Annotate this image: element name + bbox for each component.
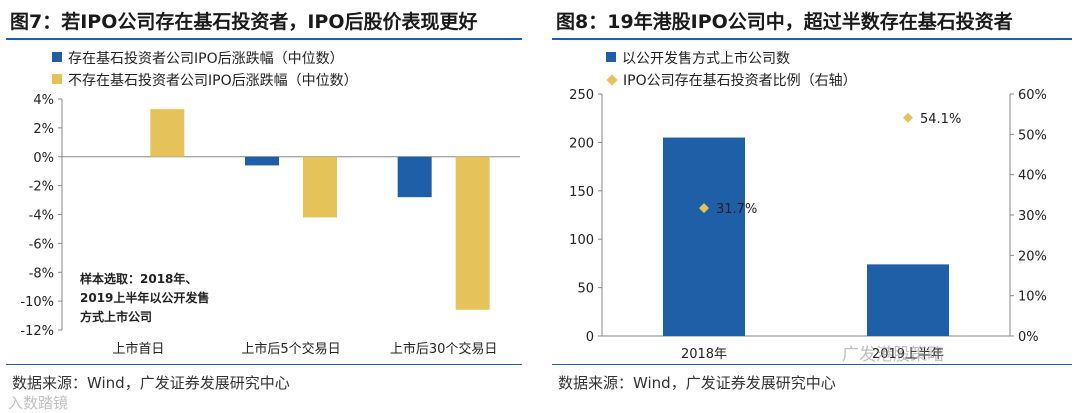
left-legend-label-2: 不存在基石投资者公司IPO后涨跌幅（中位数）: [68, 73, 358, 89]
legend-swatch-blue: [606, 52, 616, 62]
right-source: 数据来源：Wind，广发证券发展研究中心: [558, 374, 836, 392]
left-y-tick-label: -8%: [29, 266, 54, 281]
left-x-tick-label: 上市后30个交易日: [390, 341, 498, 357]
left-y-tick-label: -10%: [20, 295, 54, 310]
right-title-bar: 图8：19年港股IPO公司中，超过半数存在基石投资者: [552, 4, 1072, 40]
right-bar-chart: 250 200 150 100 50 0 60% 50% 40% 30% 20% 10% 0% 2018年…: [569, 88, 1047, 362]
right-ratio-label: 54.1%: [920, 112, 961, 127]
left-y-tick-label: -12%: [20, 324, 54, 339]
left-legend-item-1: 存在基石投资者公司IPO后涨跌幅（中位数）: [52, 48, 344, 68]
right-legend-label-1: 以公开发售方式上市公司数: [622, 51, 790, 67]
right-y2-tick-label: 50%: [1018, 128, 1047, 143]
sample-note: 样本选取：2018年、2019上半年以公开发售方式上市公司: [80, 272, 210, 324]
right-ratio-point: [699, 203, 709, 214]
left-bar-chart: 4% 2% 0% -2% -4% -6% -8% -10% -12% 上市首日 上市后5个交易日 上市…: [20, 93, 520, 357]
left-legend-label-1: 存在基石投资者公司IPO后涨跌幅（中位数）: [68, 51, 344, 67]
right-y2-tick-label: 30%: [1018, 209, 1047, 224]
right-bar-ipo-count: [663, 137, 745, 336]
left-y-tick-label: -6%: [29, 237, 54, 252]
right-y-tick-label: 150: [569, 185, 594, 200]
left-bar-without-cornerstone: [303, 156, 337, 218]
right-bottom-rule: [552, 364, 1072, 365]
right-x-tick-label: 2018年: [681, 347, 727, 362]
right-y2-tick-label: 0%: [1018, 330, 1039, 345]
left-x-tick-label: 上市后5个交易日: [241, 341, 340, 357]
legend-swatch-yellow: [52, 74, 62, 84]
left-watermark: 入数踏镜: [8, 394, 69, 412]
right-watermark: 广发港股策略: [842, 345, 944, 365]
left-bar-with-cornerstone: [397, 156, 432, 198]
left-title-bar: 图7：若IPO公司存在基石投资者，IPO后股价表现更好: [6, 4, 522, 40]
left-bar-without-cornerstone: [455, 156, 490, 310]
right-y-tick-label: 50: [577, 282, 594, 297]
right-y-tick-label: 0: [586, 330, 594, 345]
right-y2-tick-label: 60%: [1018, 88, 1047, 103]
right-ratio-label: 31.7%: [716, 202, 757, 217]
left-bar-without-cornerstone: [150, 109, 185, 157]
right-ratio-point: [903, 112, 913, 123]
left-bar-with-cornerstone: [245, 156, 279, 166]
right-chart-panel: 图8：19年港股IPO公司中，超过半数存在基石投资者 以公开发售方式上市公司数 …: [546, 0, 1080, 413]
left-y-tick-label: -4%: [29, 209, 54, 224]
left-y-tick-label: 4%: [33, 93, 54, 108]
left-y-tick-label: 0%: [33, 151, 54, 166]
right-y2-tick-label: 40%: [1018, 169, 1047, 184]
left-source: 数据来源：Wind，广发证券发展研究中心: [12, 374, 290, 392]
right-legend-item-2: IPO公司存在基石投资者比例（右轴）: [606, 70, 857, 90]
left-bottom-rule: [6, 364, 522, 365]
right-bar-ipo-count: [867, 264, 949, 336]
left-y-tick-label: 2%: [33, 122, 54, 137]
right-y2-tick-label: 20%: [1018, 249, 1047, 264]
left-chart-panel: 图7：若IPO公司存在基石投资者，IPO后股价表现更好 存在基石投资者公司IPO…: [0, 0, 530, 413]
right-x-tick-label: 2019上半年: [872, 347, 944, 362]
right-legend-label-2: IPO公司存在基石投资者比例（右轴）: [623, 73, 857, 89]
left-chart-title: 图7：若IPO公司存在基石投资者，IPO后股价表现更好: [10, 11, 478, 33]
left-y-tick-label: -2%: [29, 180, 54, 195]
right-y-tick-label: 200: [569, 136, 594, 151]
right-legend-item-1: 以公开发售方式上市公司数: [606, 48, 790, 68]
right-chart-title: 图8：19年港股IPO公司中，超过半数存在基石投资者: [556, 11, 1013, 33]
right-y-tick-label: 100: [569, 233, 594, 248]
legend-swatch-blue: [52, 52, 62, 62]
left-x-tick-label: 上市首日: [112, 341, 164, 357]
right-y2-tick-label: 10%: [1018, 290, 1047, 305]
left-legend-item-2: 不存在基石投资者公司IPO后涨跌幅（中位数）: [52, 70, 358, 90]
right-y-tick-label: 250: [569, 88, 594, 103]
